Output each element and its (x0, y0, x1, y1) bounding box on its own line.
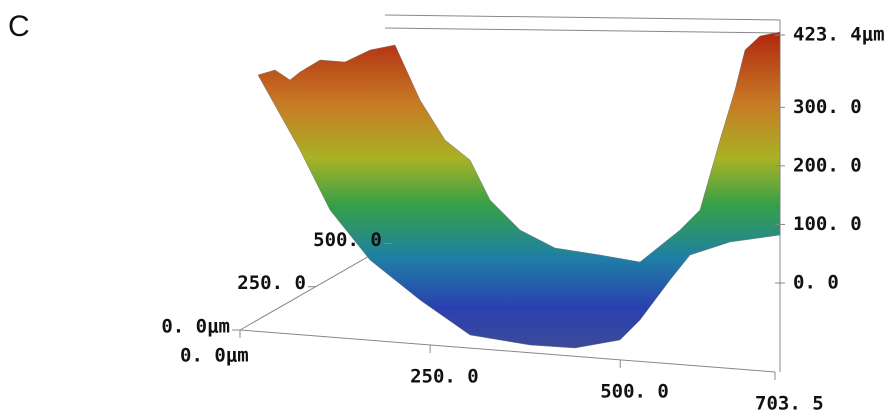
y-tick-label: 0. 0μm (161, 316, 230, 338)
frame-line (384, 14, 781, 21)
y-axis (239, 242, 393, 331)
z-tick-label: 423. 4μm (793, 24, 885, 46)
panel-label: C (8, 10, 30, 43)
z-tick-label: 300. 0 (793, 96, 862, 118)
x-tick-label: 0. 0μm (180, 345, 249, 367)
z-tick-label: 200. 0 (793, 154, 862, 176)
z-tick-label: 0. 0 (793, 272, 839, 294)
surface (257, 31, 781, 349)
x-axis (239, 329, 776, 373)
frame-line (384, 27, 781, 34)
x-tick-label: 250. 0 (410, 365, 479, 387)
y-tick-label: 500. 0 (313, 229, 382, 251)
z-tick-label: 100. 0 (793, 213, 862, 235)
y-tick-label: 250. 0 (237, 272, 306, 294)
x-tick-label: 500. 0 (600, 380, 669, 402)
x-tick-label: 703. 5 (755, 393, 824, 415)
